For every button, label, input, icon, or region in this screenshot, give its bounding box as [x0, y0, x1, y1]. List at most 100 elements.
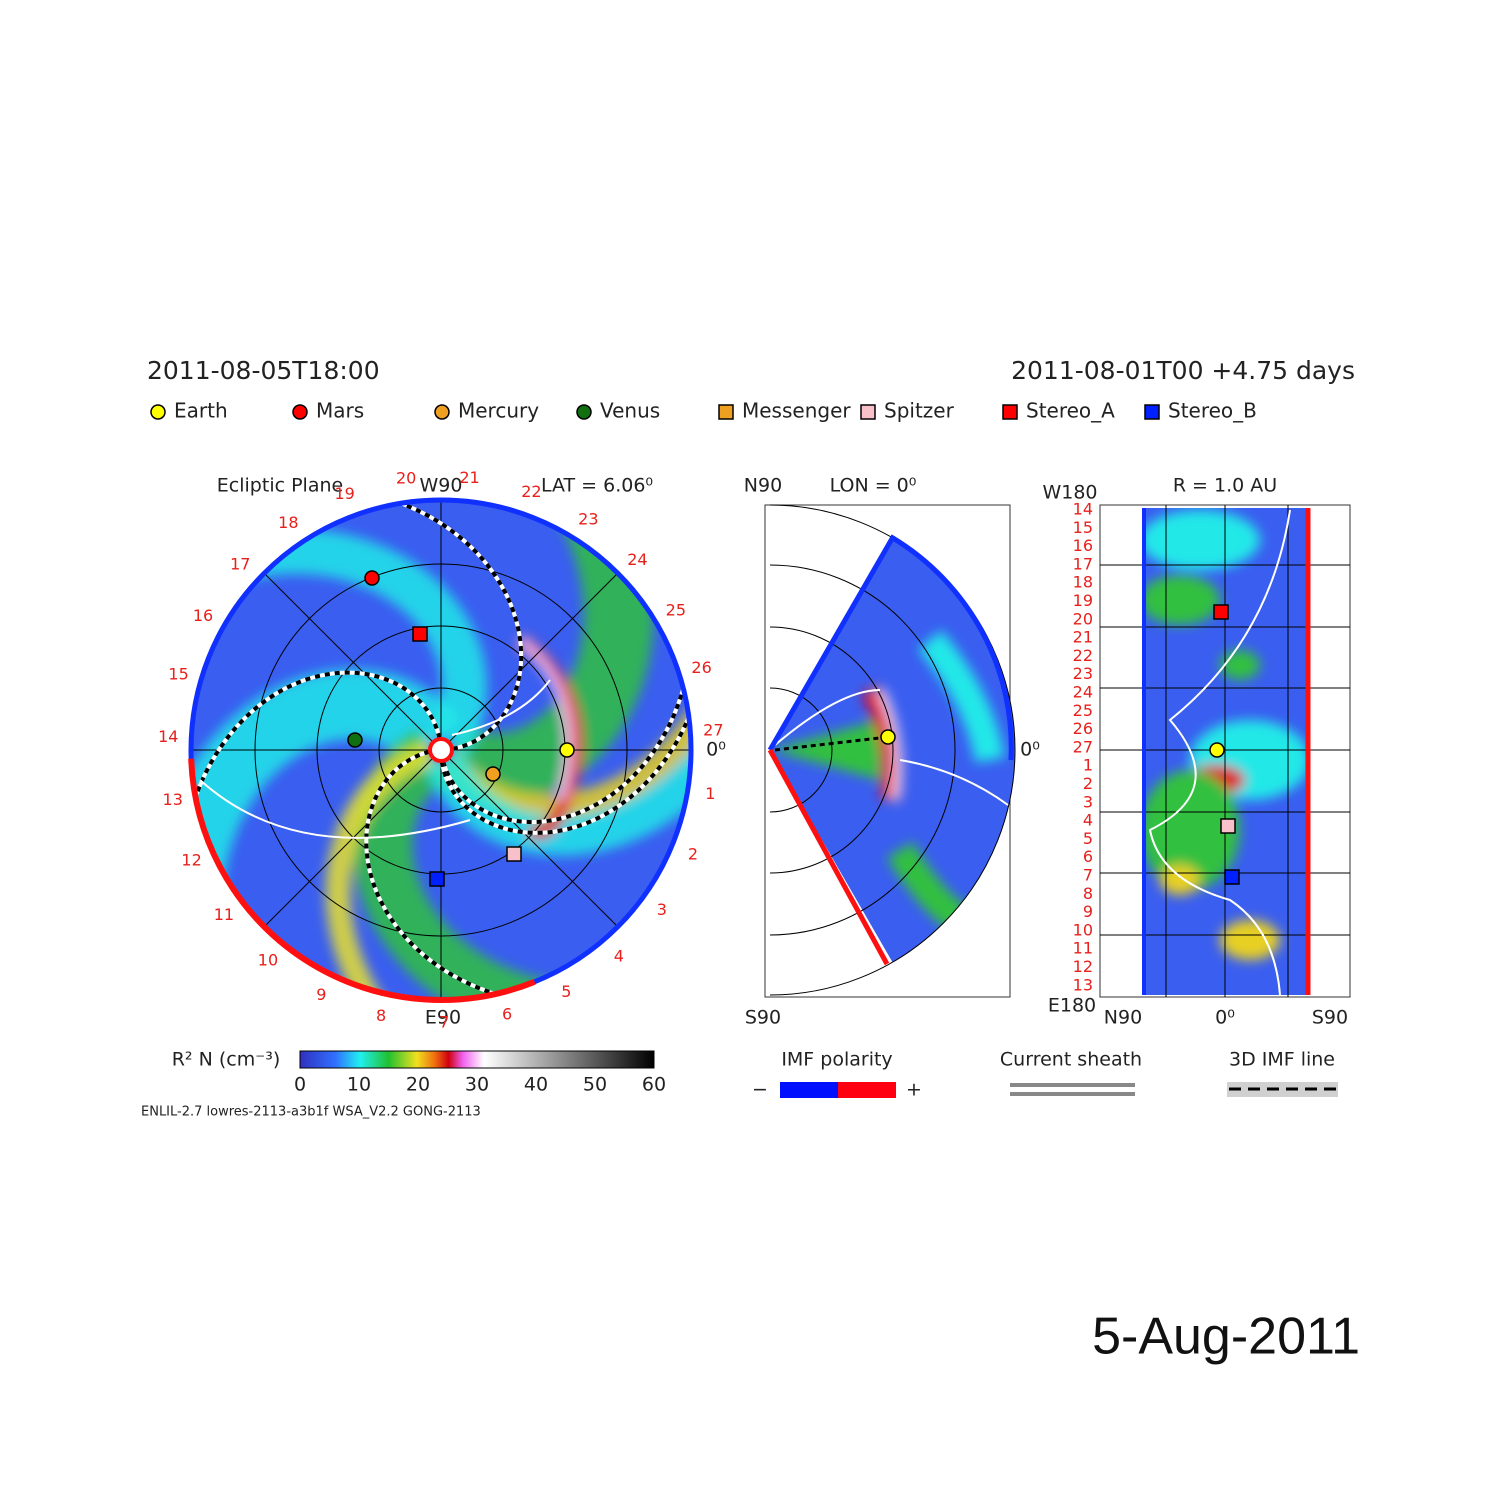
colorbar-ticks: 0 10 20 30 40 50 60: [294, 1074, 666, 1096]
current-sheet: [451, 679, 551, 736]
legend-label: Stereo_B: [1168, 399, 1257, 423]
day-label: 10: [258, 951, 278, 970]
day-label: 14: [1073, 500, 1093, 519]
marker: [434, 404, 450, 420]
axis-label: S90: [1312, 1007, 1348, 1029]
day-label: 9: [1083, 902, 1093, 921]
day-label: 16: [193, 606, 213, 625]
date: 5-Aug-2011: [1092, 1308, 1360, 1366]
day-label: 25: [1073, 701, 1093, 720]
border-red: [188, 758, 536, 1003]
colorbar-tick-label: 0: [294, 1074, 306, 1096]
day-label: 20: [396, 469, 416, 488]
radial-panel: [1100, 505, 1350, 997]
day-label: 17: [1073, 554, 1093, 573]
imf-title: IMF polarity: [781, 1049, 892, 1071]
day-label: 7: [1083, 866, 1093, 885]
density-band: [876, 688, 902, 801]
day-label: 12: [1073, 957, 1093, 976]
day-label: 11: [214, 905, 234, 924]
axis-label: N90: [1104, 1007, 1142, 1029]
grid-ring: [769, 564, 956, 936]
marker: [1144, 404, 1160, 420]
marker: [412, 626, 428, 642]
legend-label: Mercury: [458, 399, 539, 423]
colorbar-tick-label: 40: [524, 1074, 548, 1096]
day-label: 24: [1073, 683, 1093, 702]
day-label: 13: [163, 790, 183, 809]
day-label: 21: [459, 468, 479, 487]
legend-label: Mars: [316, 399, 364, 423]
legend-label: Earth: [174, 399, 228, 423]
border-red: [767, 748, 890, 966]
marker: [1224, 869, 1240, 885]
day-label: 26: [691, 658, 711, 677]
legend: Earth Mars Mercury Venus Messenger Spitzer Ste…: [150, 399, 1257, 423]
panel-title: Ecliptic Plane: [217, 475, 343, 497]
imf-line: [193, 670, 442, 817]
axis-label: W180: [1042, 482, 1097, 504]
current-sheet: [1148, 509, 1291, 996]
imf-plus: +: [906, 1079, 922, 1101]
day-label: 9: [316, 985, 326, 1004]
colorbar-tick-label: 50: [583, 1074, 607, 1096]
imf-line: [441, 668, 689, 825]
marker: [860, 404, 876, 420]
day-label: 11: [1073, 939, 1093, 958]
day-label: 18: [1073, 573, 1093, 592]
marker: [718, 404, 734, 420]
marker: [1209, 742, 1225, 758]
day-label: 5: [1083, 829, 1093, 848]
day-label: 27: [1073, 737, 1093, 756]
current-sheet: [199, 779, 471, 839]
density-blob: [1143, 510, 1260, 570]
axis-label: S90: [745, 1007, 781, 1029]
colorbar-tick-label: 20: [406, 1074, 430, 1096]
imf-line-title: 3D IMF line: [1229, 1049, 1335, 1071]
day-label: 8: [1083, 884, 1093, 903]
day-label: 8: [376, 1006, 386, 1025]
legend-label: Spitzer: [884, 399, 955, 423]
axis-label: 0⁰: [706, 739, 726, 761]
day-label: 2: [688, 845, 698, 864]
marker: [485, 766, 501, 782]
density-blob: [1143, 575, 1220, 625]
imf-positive: [838, 1082, 896, 1098]
grid-ring: [769, 504, 1016, 996]
axis-label: E180: [1048, 995, 1096, 1017]
cme-front: [517, 636, 573, 802]
day-label: 24: [627, 550, 647, 569]
day-label: 22: [521, 482, 541, 501]
colorbar-tick-label: 60: [642, 1074, 666, 1096]
density-blob: [1143, 770, 1240, 890]
footer: ENLIL-2.7 lowres-2113-a3b1f WSA_V2.2 GON…: [141, 1105, 481, 1120]
imf-line: [774, 735, 889, 752]
marker: [364, 570, 380, 586]
grid: [769, 504, 1016, 996]
day-label: 20: [1073, 609, 1093, 628]
grid: [1100, 505, 1350, 997]
day-label: 3: [657, 900, 667, 919]
sun: [428, 737, 454, 763]
marker: [506, 846, 522, 862]
axis-label: 0⁰: [1020, 739, 1040, 761]
grid-ring: [769, 626, 894, 874]
grid-ring: [769, 687, 833, 813]
day-label: 22: [1073, 646, 1093, 665]
day-label: 25: [666, 600, 686, 619]
day-label: 23: [578, 510, 598, 529]
day-label: 18: [278, 513, 298, 532]
lon-label: LON = 0⁰: [830, 475, 917, 497]
axis-label: N90: [744, 475, 782, 497]
day-label: 27: [703, 720, 723, 739]
day-label: 6: [1083, 847, 1093, 866]
day-label: 4: [1083, 811, 1093, 830]
day-label: 17: [230, 554, 250, 573]
day-label: 4: [614, 947, 624, 966]
day-label: 6: [502, 1004, 512, 1023]
day-label: 12: [181, 851, 201, 870]
day-label: 3: [1083, 792, 1093, 811]
axis-label: E90: [425, 1007, 461, 1029]
day-label: 19: [1073, 591, 1093, 610]
